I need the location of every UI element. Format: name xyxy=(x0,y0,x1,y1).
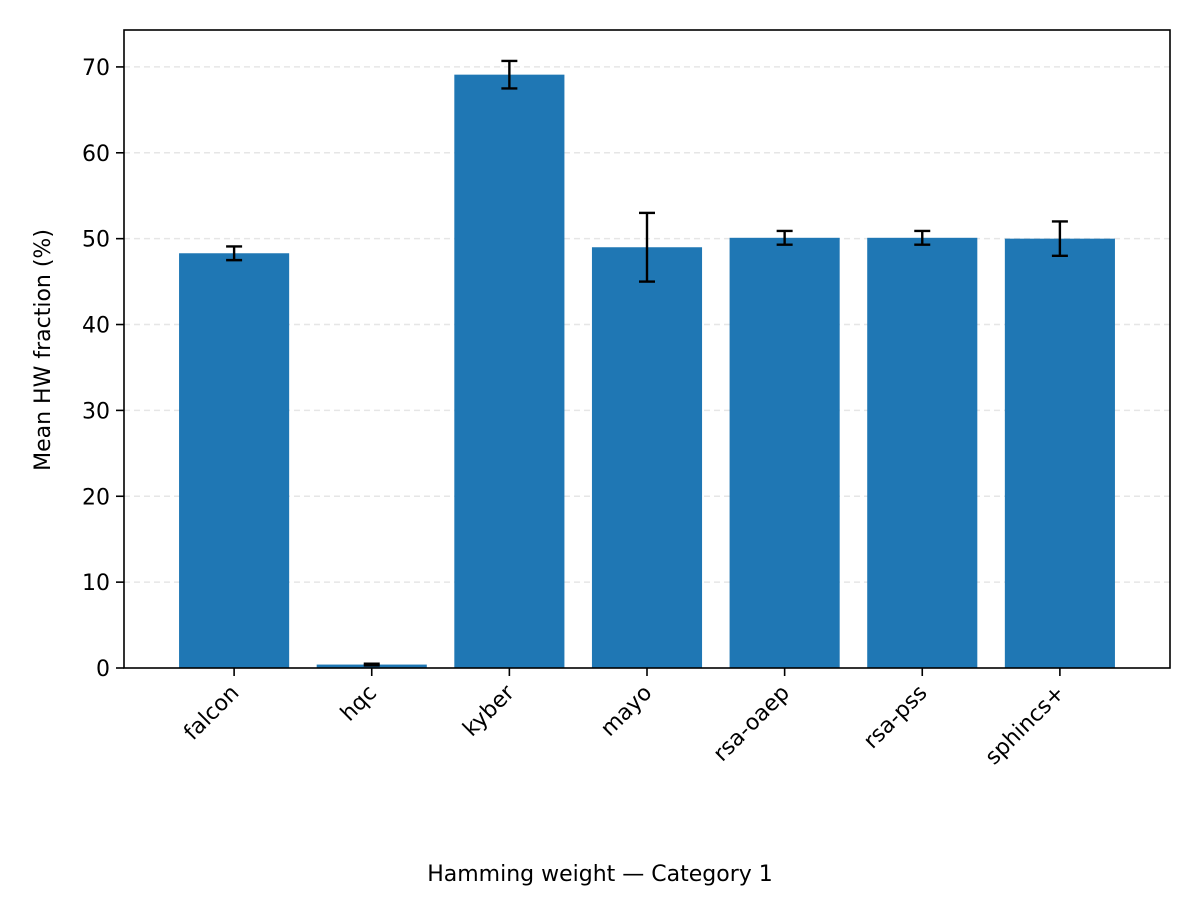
y-tick-label: 50 xyxy=(82,228,110,253)
chart-caption: Hamming weight — Category 1 xyxy=(427,862,773,887)
x-tick-label-rsa-pss: rsa-pss xyxy=(859,681,932,754)
y-tick-label: 10 xyxy=(82,571,110,596)
x-tick-label-sphincs+: sphincs+ xyxy=(981,681,1070,770)
bar-sphincs+ xyxy=(1004,238,1115,668)
x-tick-label-hqc: hqc xyxy=(336,681,382,727)
bar-rsa-pss xyxy=(867,237,978,668)
y-tick-label: 0 xyxy=(96,657,110,682)
y-tick-label: 30 xyxy=(82,399,110,424)
x-tick-label-kyber: kyber xyxy=(458,680,520,742)
x-tick-label-rsa-oaep: rsa-oaep xyxy=(709,681,795,767)
y-tick-label: 60 xyxy=(82,142,110,167)
bar-rsa-oaep xyxy=(729,237,840,668)
y-tick-label: 70 xyxy=(82,56,110,81)
bar-kyber xyxy=(454,74,565,668)
bar-mayo xyxy=(591,247,703,669)
y-tick-label: 40 xyxy=(82,314,110,339)
x-tick-label-mayo: mayo xyxy=(596,681,657,742)
x-axis-ticks: falcon hqc kyber mayo rsa-oaep rsa-pss sphincs… xyxy=(179,668,1070,770)
bars xyxy=(179,74,1115,669)
error-bars xyxy=(226,59,1068,667)
x-tick-label-falcon: falcon xyxy=(179,681,244,746)
y-axis-ticks: 0 10 20 30 40 50 60 70 xyxy=(82,56,124,682)
y-axis-label: Mean HW fraction (%) xyxy=(31,229,56,471)
y-tick-label: 20 xyxy=(82,485,110,510)
bar-falcon xyxy=(179,253,290,668)
